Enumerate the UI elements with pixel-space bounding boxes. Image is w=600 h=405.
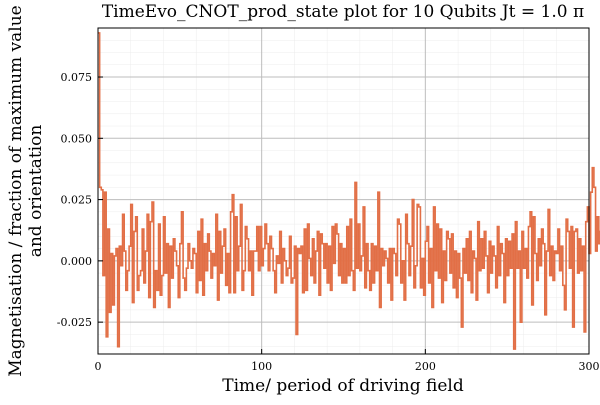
y-tick-label: 0.025 <box>61 194 93 207</box>
series-line <box>98 32 600 350</box>
x-tick-label: 0 <box>95 360 102 373</box>
x-tick-label: 100 <box>251 360 272 373</box>
y-axis-label-line-1: Magnetisation / fraction of maximum valu… <box>6 5 26 376</box>
minor-grid <box>98 28 589 354</box>
ticks <box>97 76 590 354</box>
x-axis-label: Time/ period of driving field <box>222 376 464 396</box>
series-layer <box>98 32 600 350</box>
x-tick-label: 300 <box>579 360 600 373</box>
x-tick-label: 200 <box>415 360 436 373</box>
y-tick-label: 0.050 <box>61 132 93 145</box>
chart-title: TimeEvo_CNOT_prod_state plot for 10 Qubi… <box>102 2 584 22</box>
y-tick-label: -0.025 <box>57 316 92 329</box>
y-tick-label: 0.000 <box>61 255 93 268</box>
y-axis-label-line-2: and orientation <box>26 125 46 258</box>
y-tick-label: 0.075 <box>61 71 93 84</box>
tick-labels: 0 100 200 300 -0.025 0.000 0.025 0.050 0.075 <box>57 71 600 373</box>
plot-frame <box>97 27 590 355</box>
